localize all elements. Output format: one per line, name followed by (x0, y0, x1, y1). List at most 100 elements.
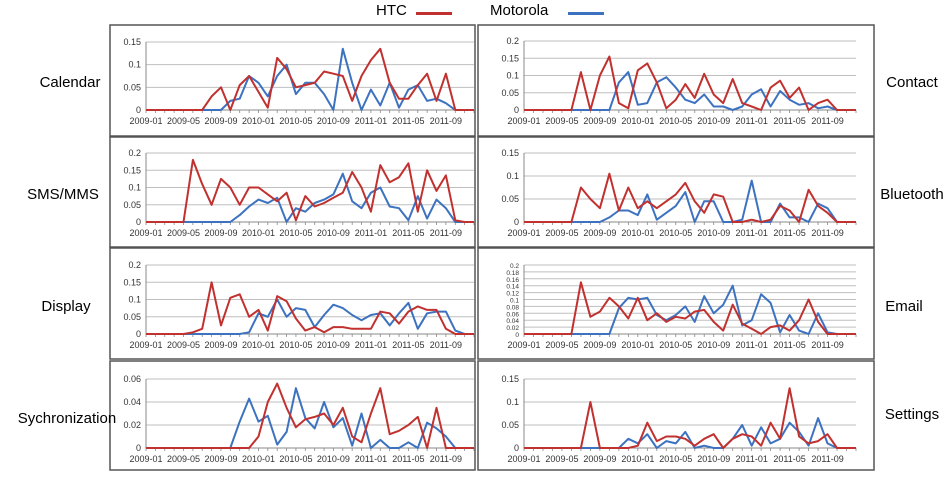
y-tick-label: 0.15 (123, 165, 141, 175)
series-line-htc (146, 158, 474, 223)
y-tick-label: 0.06 (123, 374, 141, 384)
x-tick-label: 2010-05 (659, 454, 692, 464)
y-tick-label: 0.15 (501, 374, 519, 384)
x-tick-label: 2009-01 (507, 454, 540, 464)
chart-panel-bluetooth: Bluetooth 0 0.05 0.1 0.15 2009-01 2009-05 2009-… (477, 136, 944, 248)
y-tick-label: 0 (136, 443, 141, 453)
x-tick-label: 2011-09 (430, 340, 462, 350)
y-tick-label: 0 (514, 105, 519, 115)
x-tick-label: 2009-09 (204, 228, 237, 238)
y-tick-label: 0 (514, 217, 519, 227)
x-tick-label: 2010-01 (621, 340, 654, 350)
y-tick-label: 0.2 (128, 148, 141, 158)
legend-label-htc: HTC (376, 2, 407, 19)
chart-panel-calendar: Calendar 0 0.05 0.1 0.15 2009-01 2009-05 2009-0… (40, 24, 476, 137)
y-tick-label: 0.1 (128, 183, 141, 193)
x-tick-label: 2011-05 (773, 340, 805, 350)
y-tick-label: 0.05 (501, 194, 519, 204)
panel-frame (477, 24, 875, 137)
x-tick-label: 2009-05 (545, 340, 578, 350)
y-tick-label: 0 (514, 443, 519, 453)
x-tick-label: 2011-05 (392, 116, 424, 126)
x-tick-label: 2009-05 (167, 228, 200, 238)
y-tick-label: 0.05 (123, 82, 141, 92)
y-tick-label: 0.2 (128, 260, 141, 270)
x-tick-label: 2011-09 (811, 340, 843, 350)
y-tick-label: 0.14 (506, 284, 519, 291)
x-tick-label: 2009-01 (129, 116, 162, 126)
y-tick-label: 0.06 (506, 311, 519, 318)
y-tick-label: 0.05 (501, 420, 519, 430)
x-tick-label: 2010-05 (659, 228, 692, 238)
y-tick-label: 0 (136, 329, 141, 339)
x-tick-label: 2010-05 (279, 340, 312, 350)
x-tick-label: 2010-09 (317, 340, 350, 350)
panel-label-contact: Contact (886, 74, 939, 91)
x-tick-label: 2009-09 (583, 454, 616, 464)
x-tick-label: 2009-09 (204, 340, 237, 350)
y-tick-label: 0.18 (506, 270, 519, 277)
x-tick-label: 2010-01 (242, 116, 275, 126)
chart-panel-sychronization: Sychronization 0 0.02 0.04 0.06 2009-01 2009-0… (18, 360, 476, 471)
legend-line-htc (416, 12, 452, 15)
x-tick-label: 2011-05 (392, 228, 424, 238)
x-tick-label: 2010-01 (242, 228, 275, 238)
y-tick-label: 0 (136, 217, 141, 227)
y-tick-label: 0.04 (123, 397, 141, 407)
x-tick-label: 2009-05 (167, 340, 200, 350)
panel-label-sms-mms: SMS/MMS (27, 186, 99, 203)
panel-label-calendar: Calendar (40, 74, 101, 91)
x-tick-label: 2009-09 (204, 454, 237, 464)
series-line-motorola (146, 298, 474, 335)
series-line-htc (524, 55, 856, 111)
y-tick-label: 0.02 (506, 325, 519, 332)
y-tick-label: 0.1 (128, 295, 141, 305)
panel-label-display: Display (41, 298, 91, 315)
y-tick-label: 0.2 (510, 263, 519, 270)
chart-panel-display: Display 0 0.05 0.1 0.15 0.2 2009-01 2009-05 2009… (41, 247, 476, 360)
y-tick-label: 0.15 (123, 37, 141, 47)
y-tick-label: 0.02 (123, 420, 141, 430)
x-tick-label: 2010-09 (697, 116, 730, 126)
panel-label-bluetooth: Bluetooth (880, 186, 943, 203)
chart-panel-settings: Settings 0 0.05 0.1 0.15 2009-01 2009-05 2009-0… (477, 360, 939, 471)
panel-label-email: Email (885, 298, 923, 315)
x-tick-label: 2011-09 (430, 228, 462, 238)
y-tick-label: 0.2 (506, 36, 519, 46)
y-tick-label: 0.08 (506, 304, 519, 311)
x-tick-label: 2011-09 (811, 454, 843, 464)
x-tick-label: 2009-05 (167, 454, 200, 464)
x-tick-label: 2010-01 (621, 228, 654, 238)
y-tick-label: 0.15 (123, 277, 141, 287)
x-tick-label: 2011-01 (355, 116, 387, 126)
series-line-motorola (146, 172, 474, 223)
x-tick-label: 2009-01 (129, 228, 162, 238)
x-tick-label: 2009-05 (545, 454, 578, 464)
x-tick-label: 2010-01 (242, 340, 275, 350)
x-tick-label: 2009-01 (507, 116, 540, 126)
legend: HTC Motorola (0, 0, 949, 24)
y-tick-label: 0.04 (506, 318, 519, 325)
x-tick-label: 2011-05 (773, 454, 805, 464)
series-line-htc (146, 47, 474, 111)
x-tick-label: 2011-09 (430, 454, 462, 464)
panel-frame (109, 247, 476, 360)
legend-label-motorola: Motorola (490, 2, 549, 19)
series-line-htc (524, 387, 856, 449)
series-line-htc (524, 281, 856, 335)
x-tick-label: 2011-01 (735, 340, 767, 350)
y-tick-label: 0 (515, 332, 519, 339)
y-tick-label: 0.15 (501, 53, 519, 63)
x-tick-label: 2009-09 (583, 228, 616, 238)
x-tick-label: 2011-09 (811, 116, 843, 126)
x-tick-label: 2011-01 (735, 228, 767, 238)
series-line-htc (146, 281, 474, 335)
x-tick-label: 2009-01 (507, 228, 540, 238)
chart-panel-email: Email 00.020.040.060.080.10.120.140.160.1… (477, 247, 923, 360)
x-tick-label: 2011-01 (355, 340, 387, 350)
x-tick-label: 2011-01 (735, 454, 767, 464)
x-tick-label: 2009-01 (129, 454, 162, 464)
x-tick-label: 2009-01 (129, 340, 162, 350)
x-tick-label: 2010-05 (659, 340, 692, 350)
